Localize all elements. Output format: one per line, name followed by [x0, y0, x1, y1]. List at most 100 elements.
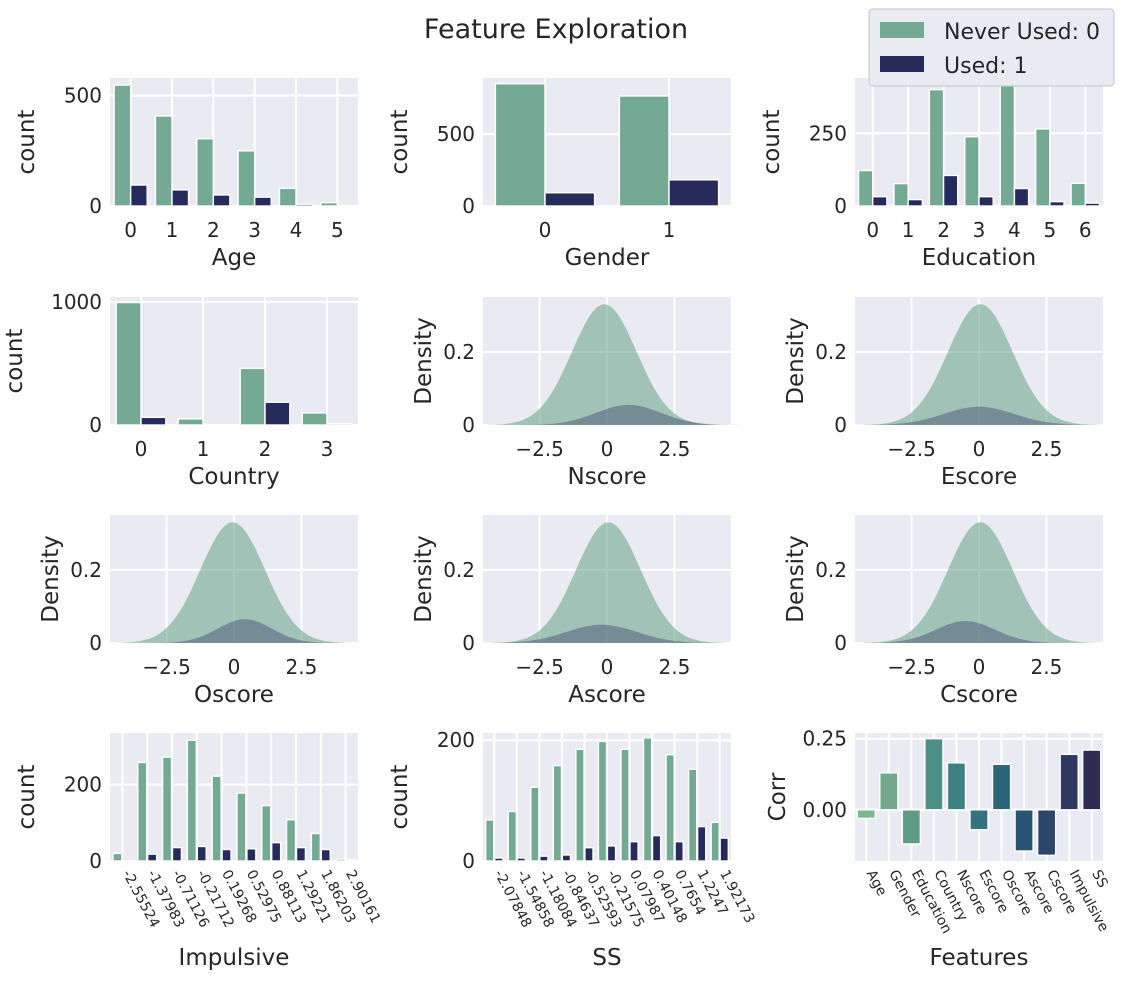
x-tick-label: 2.5 — [658, 437, 690, 461]
bar-ss-never-used-0-1-18084 — [530, 786, 540, 862]
y-axis-label: Corr — [765, 772, 791, 821]
bar-age-never-used-0-5 — [320, 201, 339, 207]
y-tick-label: 0 — [89, 194, 102, 218]
bar-impulsive-never-used-0-0-21712 — [186, 739, 198, 862]
legend-label-never-used: Never Used: 0 — [944, 20, 1100, 45]
kde-oscore-used-1 — [147, 619, 342, 643]
kde-nscore-used-1 — [512, 404, 745, 425]
bar-corr-ss — [1082, 749, 1102, 811]
bar-gender-used-1-1 — [668, 179, 720, 207]
subplot-features: 0.000.25AgeGenderEducationCountryNscoreE… — [765, 727, 1111, 971]
bar-impulsive-never-used-0-1-29221 — [285, 819, 297, 862]
bar-ss-never-used-0-0-7654 — [665, 754, 675, 862]
bar-age-never-used-0-0 — [113, 84, 132, 207]
bar-impulsive-never-used-0-2-55524 — [112, 852, 123, 862]
bar-ss-used-1-1-92173 — [719, 837, 729, 862]
x-tick-label: 0 — [539, 218, 552, 242]
bar-age-never-used-0-3 — [237, 150, 256, 207]
y-tick-label: 0.25 — [802, 727, 847, 751]
subplot-oscore: 0 0.2 −2.5 0 2.5 Oscore Density — [38, 515, 358, 708]
x-axis-label: Age — [212, 245, 256, 271]
x-tick-label: 2.5 — [285, 655, 317, 679]
kde-nscore-never-used-0 — [487, 304, 721, 425]
y-tick-label: 0.00 — [802, 798, 847, 822]
bar-ss-used-1-0-40148 — [651, 834, 662, 862]
bar-ss-never-used-0-1-92173 — [710, 821, 720, 862]
kde-oscore-never-used-0 — [116, 522, 350, 643]
y-tick-label: 500 — [64, 84, 102, 108]
x-tick-label: 0 — [601, 655, 614, 679]
bar-age-never-used-0-1 — [154, 115, 173, 207]
bar-education-used-1-5 — [1049, 200, 1065, 207]
x-tick-label: 5 — [331, 218, 344, 242]
x-axis-label: Escore — [941, 464, 1017, 490]
bar-impulsive-used-1-2-55524 — [122, 860, 133, 863]
bar-age-used-1-4 — [295, 203, 314, 207]
bar-corr-gender — [879, 772, 899, 811]
subplot-ss: 0200-2.07848-1.54858-1.18084-0.84637-0.5… — [387, 728, 758, 971]
x-tick-label: 4 — [290, 218, 303, 242]
bar-corr-education — [901, 809, 922, 845]
x-tick-label: −2.5 — [887, 655, 936, 679]
bar-corr-ascore — [1014, 809, 1034, 852]
subplot-impulsive: 0200-2.55524-1.37983-0.71126-0.217120.19… — [14, 733, 383, 971]
bar-impulsive-never-used-0-0-19268 — [211, 775, 222, 862]
subplot-ascore: 0 0.2 −2.5 0 2.5 Ascore Density — [411, 515, 731, 708]
x-tick-label: 0 — [973, 655, 986, 679]
x-axis-label: Features — [930, 945, 1029, 971]
y-tick-label: 0 — [834, 194, 847, 218]
bar-ss-never-used-0-0-40148 — [642, 737, 653, 862]
kde-cscore-never-used-0 — [863, 522, 1097, 643]
bar-corr-oscore — [991, 763, 1012, 811]
bar-gender-used-1-0 — [544, 192, 596, 207]
x-tick-label: 1 — [663, 218, 676, 242]
bar-education-used-1-0 — [872, 195, 888, 207]
subplot-gender: 0 500 0 1 Gender count — [387, 78, 731, 271]
x-tick-label: 0 — [866, 218, 879, 242]
bar-age-used-1-1 — [171, 189, 190, 207]
bar-ss-never-used-0-1-54858 — [507, 810, 518, 862]
bar-country-used-1-0 — [140, 416, 167, 426]
x-axis-label: Gender — [565, 245, 650, 271]
kde-ascore-used-1 — [475, 624, 728, 643]
x-tick-label: 0 — [135, 437, 148, 461]
bar-impulsive-used-1-2-90161 — [345, 859, 356, 862]
bar-corr-cscore — [1036, 809, 1057, 857]
bar-country-used-1-3 — [326, 422, 353, 426]
bar-country-never-used-0-2 — [239, 367, 266, 426]
bar-impulsive-used-1-0-71126 — [171, 846, 183, 862]
y-axis-label: Density — [411, 535, 437, 622]
x-tick-label: −2.5 — [142, 655, 191, 679]
kde-ascore-never-used-0 — [491, 522, 725, 643]
legend-label-used: Used: 1 — [944, 54, 1027, 79]
bar-education-used-1-4 — [1013, 187, 1030, 207]
kde-cscore-used-1 — [858, 621, 1073, 643]
bar-ss-used-1-0-07987 — [629, 840, 639, 862]
legend-box — [868, 8, 1115, 87]
bar-impulsive-used-1-1-86203 — [320, 848, 331, 862]
x-axis-label: Impulsive — [179, 945, 290, 971]
bar-education-used-1-3 — [978, 195, 994, 207]
bar-impulsive-used-1-1-37983 — [146, 853, 158, 862]
y-axis-label: count — [387, 765, 413, 830]
x-tick-label: Age — [863, 867, 890, 898]
x-tick-label: 3 — [321, 437, 334, 461]
legend-swatch-used — [880, 56, 924, 72]
bar-age-used-1-5 — [336, 204, 355, 207]
x-tick-label: 5 — [1043, 218, 1056, 242]
x-axis-label: Country — [188, 464, 279, 490]
bar-country-used-1-2 — [264, 401, 291, 426]
y-axis-label: Density — [411, 317, 437, 404]
bar-impulsive-never-used-0-1-37983 — [137, 761, 148, 862]
subplot-nscore: 0 0.2 −2.5 0 2.5 Nscore Density — [411, 297, 745, 490]
bar-ss-never-used-0-0-84637 — [552, 764, 563, 862]
subplot-age: 0 500 0 1 2 3 4 5 Age count — [14, 78, 358, 271]
bar-ss-used-1-1-18084 — [539, 855, 549, 862]
bar-education-used-1-1 — [907, 198, 924, 207]
x-tick-label: 1 — [197, 437, 210, 461]
x-tick-label: 1 — [166, 218, 179, 242]
bar-impulsive-never-used-0-0-71126 — [161, 756, 173, 862]
x-axis-label: Ascore — [568, 682, 646, 708]
bar-education-never-used-0-6 — [1070, 182, 1086, 207]
x-axis-label: Nscore — [567, 464, 646, 490]
